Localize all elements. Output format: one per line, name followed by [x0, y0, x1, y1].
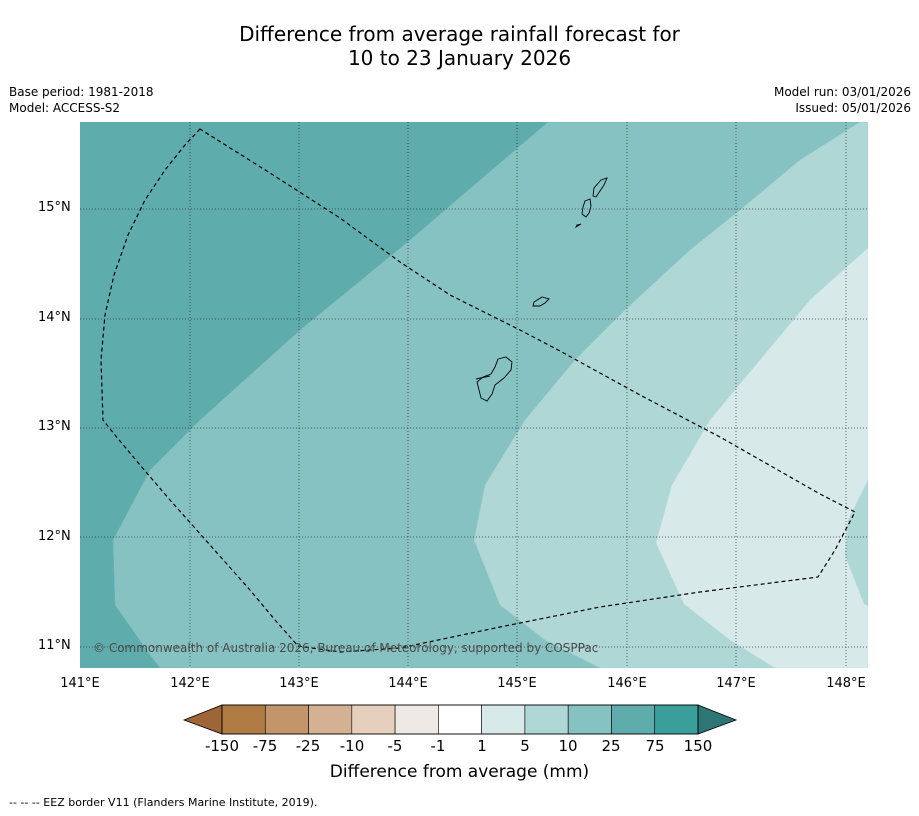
colorbar-bins: [221, 704, 699, 735]
eez-legend: -- -- -- EEZ border V11 (Flanders Marine…: [9, 796, 318, 809]
colorbar-tick-label: -5: [387, 737, 403, 755]
colorbar-tick-label: 1: [477, 737, 487, 755]
lon-label: 146°E: [607, 676, 647, 691]
island-alamagan: [581, 198, 592, 218]
colorbar-bin: [264, 704, 309, 735]
lon-label: 144°E: [388, 676, 428, 691]
title-line-2: 10 to 23 January 2026: [347, 46, 572, 70]
colorbar-bin: [524, 704, 569, 735]
colorbar-tick-label: 150: [683, 737, 713, 755]
colorbar-tick-label: 25: [601, 737, 621, 755]
lon-label: 148°E: [826, 676, 866, 691]
colorbar-tick-label: 5: [520, 737, 530, 755]
colorbar-bin: [567, 704, 612, 735]
graticule: [80, 122, 868, 668]
band-1-5: [655, 247, 868, 668]
chart-title: Difference from average rainfall forecas…: [0, 22, 919, 70]
colorbar-tick-label: -10: [339, 737, 365, 755]
colorbar-bin: [308, 704, 353, 735]
lat-label: 14°N: [38, 310, 71, 325]
lon-label: 143°E: [279, 676, 319, 691]
copyright-notice: © Commonwealth of Australia 2026, Bureau…: [93, 641, 599, 655]
island-guguan: [574, 223, 582, 229]
lon-label: 145°E: [497, 676, 537, 691]
island-saipan: [532, 296, 550, 307]
island-guam-tip: [475, 375, 491, 380]
island-outlines: [475, 177, 608, 402]
island-guam: [476, 356, 513, 402]
base-period: Base period: 1981-2018: [9, 85, 154, 99]
colorbar-tick-label: 75: [645, 737, 665, 755]
meta-left: Base period: 1981-2018 Model: ACCESS-S2: [9, 84, 154, 116]
colorbar-extend-max: [697, 704, 738, 735]
colorbar-bin: [438, 704, 482, 735]
colorbar-bin: [394, 704, 439, 735]
model-name: Model: ACCESS-S2: [9, 101, 121, 115]
model-run: Model run: 03/01/2026: [773, 85, 911, 99]
colorbar-tick-label: -150: [204, 737, 240, 755]
issued-date: Issued: 05/01/2026: [795, 101, 911, 115]
lat-label: 15°N: [38, 200, 71, 215]
colorbar-extend-min: [182, 704, 223, 735]
colorbar-tick-label: -75: [252, 737, 278, 755]
colorbar-bin: [481, 704, 526, 735]
island-pagan: [592, 177, 608, 198]
colorbar-frame: [221, 704, 699, 735]
colorbar-bin: [351, 704, 396, 735]
colorbar-tick-label: -25: [295, 737, 321, 755]
lon-label: 147°E: [716, 676, 756, 691]
colorbar-tick-label: 10: [558, 737, 578, 755]
lat-label: 11°N: [38, 638, 71, 653]
title-line-1: Difference from average rainfall forecas…: [239, 22, 680, 46]
lat-label: 13°N: [38, 419, 71, 434]
lon-label: 141°E: [60, 676, 100, 691]
eez-border: [100, 128, 856, 653]
colorbar: [182, 704, 738, 735]
lon-label: 142°E: [170, 676, 210, 691]
lat-label: 12°N: [38, 529, 71, 544]
map-area: [80, 122, 868, 668]
colorbar-bin: [654, 704, 699, 735]
meta-right: Model run: 03/01/2026 Issued: 05/01/2026: [774, 84, 911, 116]
colorbar-bin: [611, 704, 656, 735]
colorbar-bin: [221, 704, 266, 735]
colorbar-title: Difference from average (mm): [329, 762, 590, 782]
colorbar-tick-label: -1: [430, 737, 446, 755]
